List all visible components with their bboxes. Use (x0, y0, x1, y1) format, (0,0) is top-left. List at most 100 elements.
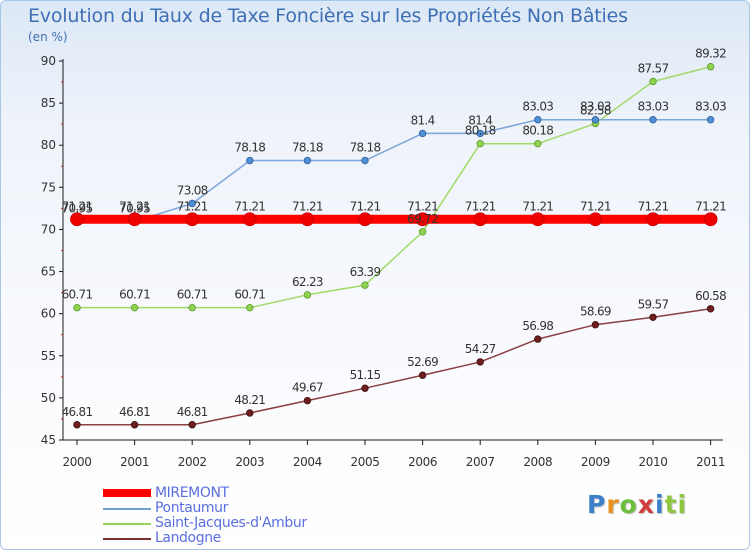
data-label-landogne: 49.67 (292, 381, 323, 395)
legend-item-landogne: Landogne (103, 530, 433, 547)
data-point-miremont (70, 212, 84, 227)
data-point-pontaumur (649, 116, 657, 124)
legend-swatch (103, 508, 151, 510)
series-line-landogne (76, 308, 712, 426)
data-point-saint-jacques-d-ambur (649, 77, 657, 86)
legend-label: MIREMONT (155, 485, 229, 501)
data-point-pontaumur (591, 116, 600, 124)
legend-item-pontaumur: Pontaumur (103, 500, 433, 517)
data-label-saint-jacques-d-ambur: 87.57 (638, 61, 669, 75)
data-label-landogne: 58.69 (580, 305, 611, 319)
data-point-pontaumur (246, 156, 254, 165)
data-point-pontaumur (361, 156, 369, 165)
x-tick-label: 2008 (523, 455, 552, 469)
data-label-landogne: 54.27 (465, 342, 496, 356)
data-point-landogne (476, 358, 484, 366)
data-label-miremont: 71.21 (292, 199, 323, 213)
data-point-landogne (246, 409, 254, 417)
data-label-miremont: 71.21 (522, 199, 553, 213)
data-point-landogne (130, 421, 139, 429)
legend-label: Landogne (155, 530, 221, 546)
y-tick-label: 55 (41, 349, 56, 363)
data-point-pontaumur (534, 116, 542, 124)
legend-label: Saint-Jacques-d'Ambur (155, 515, 307, 531)
data-label-landogne: 48.21 (234, 393, 265, 407)
data-point-landogne (591, 320, 600, 329)
data-label-saint-jacques-d-ambur: 60.71 (177, 288, 208, 302)
series-line-saint-jacques-d-ambur (76, 65, 712, 309)
data-point-miremont (703, 212, 718, 227)
data-label-pontaumur: 70.95 (62, 201, 93, 215)
y-tick-label: 80 (41, 138, 56, 152)
data-label-miremont: 71.21 (350, 199, 381, 213)
data-label-miremont: 71.21 (62, 199, 93, 213)
data-point-miremont (242, 212, 257, 227)
legend-swatch (103, 538, 151, 540)
data-label-miremont: 71.21 (638, 199, 669, 213)
data-label-landogne: 56.98 (522, 319, 553, 333)
data-label-landogne: 52.69 (407, 355, 438, 369)
data-point-pontaumur (706, 116, 715, 124)
data-point-landogne (188, 421, 196, 429)
data-point-miremont (588, 212, 603, 227)
data-point-miremont (473, 212, 488, 227)
y-tick-label: 85 (41, 96, 56, 110)
data-label-pontaumur: 83.03 (522, 100, 553, 114)
legend-item-miremont: MIREMONT (103, 485, 433, 502)
data-label-miremont: 71.21 (407, 199, 438, 213)
data-point-saint-jacques-d-ambur (130, 303, 139, 312)
data-label-saint-jacques-d-ambur: 60.71 (119, 288, 150, 302)
x-tick-label: 2007 (466, 455, 495, 469)
y-tick-label: 90 (41, 54, 56, 68)
legend-label: Pontaumur (155, 500, 228, 516)
data-label-landogne: 60.58 (695, 289, 726, 303)
x-tick-label: 2001 (120, 455, 149, 469)
legend-item-saint-jacques-d-ambur: Saint-Jacques-d'Ambur (103, 515, 433, 532)
x-tick-label: 2009 (581, 455, 610, 469)
data-point-landogne (73, 421, 81, 429)
data-point-saint-jacques-d-ambur (418, 228, 427, 236)
data-label-landogne: 46.81 (119, 405, 150, 419)
y-tick-label: 75 (41, 180, 56, 194)
x-tick-label: 2005 (351, 455, 380, 469)
data-label-saint-jacques-d-ambur: 80.18 (522, 124, 553, 138)
data-point-miremont (646, 212, 660, 227)
data-label-pontaumur: 70.95 (119, 201, 150, 215)
data-point-landogne (361, 384, 369, 392)
data-label-pontaumur: 81.4 (468, 113, 492, 127)
data-label-miremont: 71.21 (580, 199, 611, 213)
data-point-saint-jacques-d-ambur (73, 303, 81, 312)
data-label-saint-jacques-d-ambur: 89.32 (695, 47, 726, 61)
data-label-pontaumur: 78.18 (234, 141, 265, 155)
data-label-miremont: 71.21 (119, 199, 150, 213)
y-tick-label: 45 (41, 433, 56, 447)
data-point-saint-jacques-d-ambur (534, 140, 542, 148)
chart-unit-label: (en %) (28, 30, 68, 44)
data-point-landogne (534, 335, 542, 343)
data-label-landogne: 46.81 (62, 405, 93, 419)
data-label-saint-jacques-d-ambur: 80.18 (465, 124, 496, 138)
series-line-pontaumur (76, 118, 712, 223)
data-label-saint-jacques-d-ambur: 60.71 (62, 288, 93, 302)
data-point-landogne (418, 371, 427, 379)
data-point-pontaumur (476, 129, 484, 138)
data-point-saint-jacques-d-ambur (706, 63, 715, 71)
data-label-saint-jacques-d-ambur: 60.71 (234, 288, 265, 302)
data-point-landogne (303, 396, 312, 405)
data-point-pontaumur (188, 199, 196, 208)
data-label-pontaumur: 78.18 (350, 141, 381, 155)
x-tick-label: 2002 (178, 455, 207, 469)
data-label-pontaumur: 83.03 (638, 100, 669, 114)
data-label-landogne: 46.81 (177, 405, 208, 419)
data-point-pontaumur (303, 156, 312, 165)
data-label-pontaumur: 83.03 (580, 100, 611, 114)
data-point-miremont (300, 212, 315, 227)
data-label-miremont: 71.21 (465, 199, 496, 213)
data-label-saint-jacques-d-ambur: 62.23 (292, 275, 323, 289)
x-tick-label: 2006 (408, 455, 437, 469)
data-label-saint-jacques-d-ambur: 63.39 (350, 265, 381, 279)
y-tick-label: 50 (41, 391, 56, 405)
data-point-saint-jacques-d-ambur (303, 291, 312, 299)
x-tick-label: 2010 (639, 455, 668, 469)
